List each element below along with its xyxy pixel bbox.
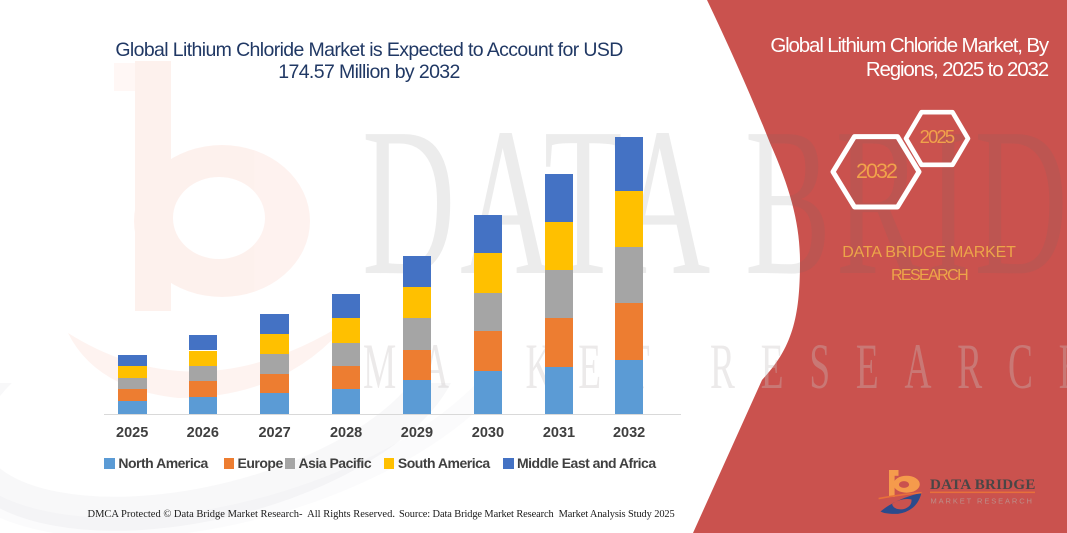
svg-text:DATA BRIDGE: DATA BRIDGE	[930, 477, 1036, 493]
svg-text:MARKET RESEARCH: MARKET RESEARCH	[931, 497, 1034, 506]
